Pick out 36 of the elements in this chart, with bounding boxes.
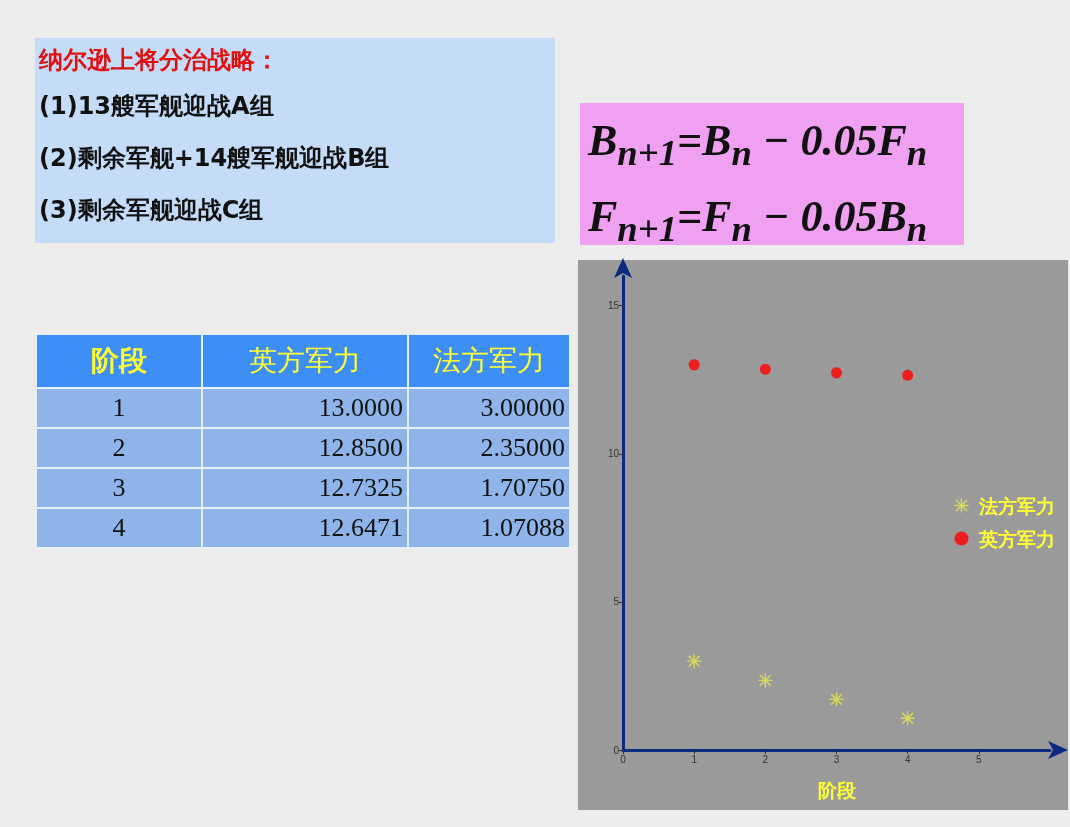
text: B$_{n+1}$=B$_{n}$ − 0.05F$_{n}$ (588, 115, 929, 175)
y-tick-label: 3 (36, 468, 202, 508)
data-label: 12.6471 (202, 508, 408, 548)
y-tick-label: 2 (36, 428, 202, 468)
point (902, 369, 914, 381)
text: (2)剩余军舰+14艘军舰迎战B组 (39, 143, 391, 174)
data-label: 12.7325 (202, 468, 408, 508)
data-label: 1.07088 (408, 508, 570, 548)
data-label: 1.70750 (408, 468, 570, 508)
data-label: 13.0000 (202, 388, 408, 428)
text: F$_{n+1}$=F$_{n}$ − 0.05B$_{n}$ (588, 190, 929, 251)
y-tick-label: 0 (613, 744, 620, 756)
x-tick-label: 4 (904, 753, 911, 765)
chart-title: 纳尔逊上将分治战略： (39, 45, 280, 76)
data-label: 2.35000 (408, 428, 570, 468)
legend-label: 英方军力 (978, 527, 1055, 550)
y-tick-label: 15 (607, 300, 620, 312)
data-label: 12.8500 (202, 428, 408, 468)
x-axis-title: 阶段 (817, 778, 857, 801)
y-tick-label: 10 (607, 448, 620, 460)
x-tick-label: 1 (691, 753, 698, 765)
y-tick-label: 4 (36, 508, 202, 548)
point (687, 654, 702, 669)
text: (3)剩余军舰迎战C组 (39, 195, 265, 226)
point (759, 363, 771, 375)
y-tick-label: 1 (36, 388, 202, 428)
y-axis-title: 阶段 (36, 334, 202, 388)
x-tick-label: 5 (976, 753, 983, 765)
legend-label: 法方军力 (978, 494, 1055, 517)
point (688, 359, 700, 371)
data-label: 3.00000 (408, 388, 570, 428)
x-tick-label: 2 (762, 753, 769, 765)
point (831, 367, 842, 379)
x-tick-label: 3 (833, 753, 840, 765)
text: (1)13艘军舰迎战A组 (39, 91, 275, 122)
y-tick-label: 5 (613, 596, 620, 608)
